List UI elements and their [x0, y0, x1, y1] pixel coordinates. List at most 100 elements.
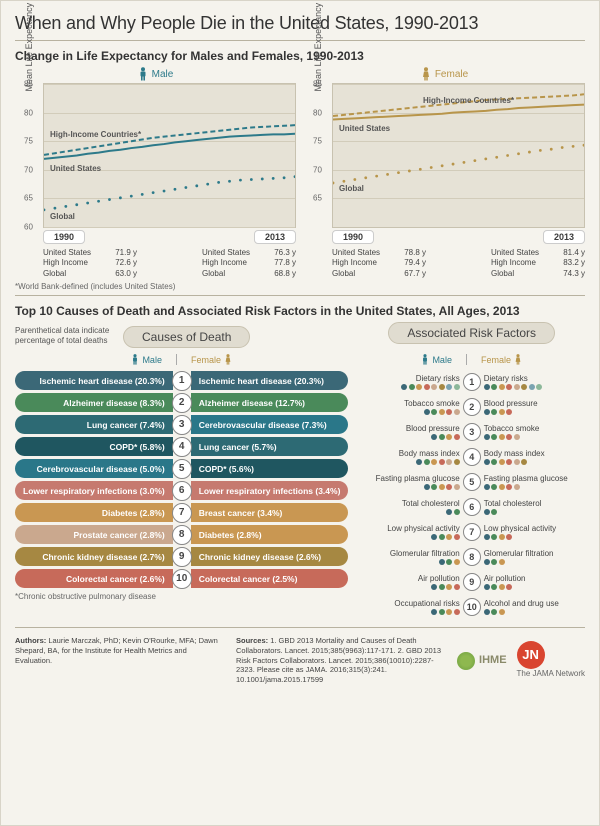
cause-female: Chronic kidney disease (2.6%): [191, 547, 349, 566]
stat-row: United States 71.9 y: [43, 248, 137, 258]
risk-female: Body mass index: [484, 450, 585, 465]
risk-row: Blood pressure3Tobacco smoke: [358, 421, 585, 443]
causes-left: Parenthetical data indicate percentage o…: [15, 322, 348, 621]
stat-row: High Income 79.4 y: [332, 258, 426, 268]
cause-male: Colorectal cancer (2.6%): [15, 569, 173, 588]
risk-row: Body mass index4Body mass index: [358, 446, 585, 468]
cause-row: Cerebrovascular disease (5.0%)5COPD* (5.…: [15, 459, 348, 478]
female-chart: Mean Life Expectancy at Birth, y 6570758…: [332, 83, 585, 228]
logos: IHME JN The JAMA Network: [457, 636, 585, 685]
stat-row: Global 74.3 y: [491, 269, 585, 279]
rank-circle: 5: [172, 459, 192, 479]
yaxis-label-f: Mean Life Expectancy at Birth, y: [313, 0, 323, 91]
risk-female: Total cholesterol: [484, 500, 585, 515]
risk-female: Air pollution: [484, 575, 585, 590]
sources: Sources: 1. GBD 2013 Mortality and Cause…: [236, 636, 445, 685]
series-label: Global: [339, 184, 364, 193]
risk-row: Fasting plasma glucose5Fasting plasma gl…: [358, 471, 585, 493]
ytick: 70: [24, 165, 33, 174]
female-text: Female: [435, 69, 468, 80]
cause-female: Alzheimer disease (12.7%): [191, 393, 349, 412]
footer: Authors: Laurie Marczak, PhD; Kevin O'Ro…: [15, 636, 585, 685]
female-icon: [224, 354, 232, 365]
stat-row: High Income 83.2 y: [491, 258, 585, 268]
stat-row: United States 76.3 y: [202, 248, 296, 258]
risk-female: Blood pressure: [484, 400, 585, 415]
ytick: 85: [24, 80, 33, 89]
rank-circle: 6: [172, 481, 192, 501]
cause-male: Prostate cancer (2.8%): [15, 525, 173, 544]
rank-circle: 4: [172, 437, 192, 457]
risk-row: Glomerular filtration8Glomerular filtrat…: [358, 546, 585, 568]
rank-circle: 7: [463, 523, 481, 541]
risk-male: Low physical activity: [358, 525, 459, 540]
male-icon: [131, 354, 139, 365]
rank-circle: 9: [172, 547, 192, 567]
male-chart: Mean Life Expectancy at Birth, y 6065707…: [43, 83, 296, 228]
divider: [15, 40, 585, 41]
risk-row: Total cholesterol6Total cholesterol: [358, 496, 585, 518]
risk-female: Fasting plasma glucose: [484, 475, 585, 490]
cause-female: Breast cancer (3.4%): [191, 503, 349, 522]
xstart: 1990: [332, 230, 374, 244]
risk-female: Glomerular filtration: [484, 550, 585, 565]
female-icon: [421, 67, 431, 81]
xend: 2013: [543, 230, 585, 244]
stat-row: High Income 77.8 y: [202, 258, 296, 268]
female-icon: [514, 354, 522, 365]
series-label: United States: [50, 164, 101, 173]
cause-male: Diabetes (2.8%): [15, 503, 173, 522]
rank-circle: 8: [172, 525, 192, 545]
female-stats: United States 78.8 yHigh Income 79.4 yGl…: [332, 248, 585, 279]
risk-row: Occupational risks10Alcohol and drug use: [358, 596, 585, 618]
cause-row: COPD* (5.8%)4Lung cancer (5.7%): [15, 437, 348, 456]
rank-circle: 8: [463, 548, 481, 566]
risk-female: Tobacco smoke: [484, 425, 585, 440]
rank-circle: 1: [463, 373, 481, 391]
risk-male: Tobacco smoke: [358, 400, 459, 415]
ihme-logo: IHME: [457, 652, 507, 670]
gender-pair-risks: Male Female: [358, 354, 585, 365]
cause-row: Colorectal cancer (2.6%)10Colorectal can…: [15, 569, 348, 588]
cause-row: Lower respiratory infections (3.0%)6Lowe…: [15, 481, 348, 500]
risk-female: Low physical activity: [484, 525, 585, 540]
cause-female: Colorectal cancer (2.5%): [191, 569, 349, 588]
cause-row: Diabetes (2.8%)7Breast cancer (3.4%): [15, 503, 348, 522]
male-stats: United States 71.9 yHigh Income 72.6 yGl…: [43, 248, 296, 279]
stat-row: Global 67.7 y: [332, 269, 426, 279]
cause-female: Lower respiratory infections (3.4%): [191, 481, 349, 500]
charts-row: Male Mean Life Expectancy at Birth, y 60…: [15, 67, 585, 279]
divider: [15, 627, 585, 628]
yaxis-label: Mean Life Expectancy at Birth, y: [24, 0, 34, 91]
cause-male: Chronic kidney disease (2.7%): [15, 547, 173, 566]
series-label: Global: [50, 212, 75, 221]
risk-row: Tobacco smoke2Blood pressure: [358, 396, 585, 418]
causes-header: Causes of Death: [123, 326, 250, 348]
causes-columns: Parenthetical data indicate percentage o…: [15, 322, 585, 621]
risk-male: Air pollution: [358, 575, 459, 590]
cause-row: Alzheimer disease (8.3%)2Alzheimer disea…: [15, 393, 348, 412]
risk-male: Occupational risks: [358, 600, 459, 615]
jn-logo: JN: [517, 641, 545, 669]
cause-female: Lung cancer (5.7%): [191, 437, 349, 456]
footnote-2: *Chronic obstructive pulmonary disease: [15, 592, 348, 601]
risk-female: Dietary risks: [484, 375, 585, 390]
series-label: High-Income Countries*: [423, 96, 514, 105]
male-xaxis: 1990 2013: [43, 230, 296, 244]
rank-circle: 3: [172, 415, 192, 435]
cause-female: Ischemic heart disease (20.3%): [191, 371, 349, 390]
risks-header: Associated Risk Factors: [388, 322, 555, 344]
cause-male: COPD* (5.8%): [15, 437, 173, 456]
rank-circle: 9: [463, 573, 481, 591]
ytick: 85: [313, 80, 322, 89]
ytick: 80: [24, 108, 33, 117]
risk-male: Dietary risks: [358, 375, 459, 390]
gender-pair-causes: Male Female: [15, 354, 348, 365]
rank-circle: 10: [172, 569, 192, 589]
cause-row: Ischemic heart disease (20.3%)1Ischemic …: [15, 371, 348, 390]
risk-male: Blood pressure: [358, 425, 459, 440]
authors: Authors: Laurie Marczak, PhD; Kevin O'Ro…: [15, 636, 224, 685]
female-label: Female: [304, 67, 585, 81]
cause-male: Alzheimer disease (8.3%): [15, 393, 173, 412]
cause-row: Prostate cancer (2.8%)8Diabetes (2.8%): [15, 525, 348, 544]
